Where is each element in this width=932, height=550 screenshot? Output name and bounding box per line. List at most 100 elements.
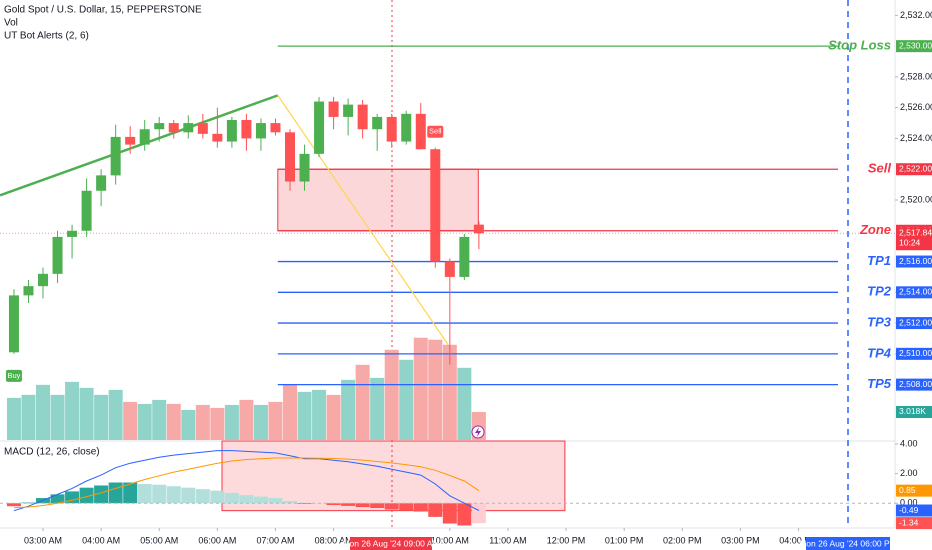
level-label: TP5 bbox=[867, 376, 892, 391]
level-label: Stop Loss bbox=[828, 38, 891, 53]
candle-body bbox=[81, 190, 92, 231]
volume-bar bbox=[195, 404, 210, 440]
macd-histogram-bar bbox=[181, 487, 196, 504]
level-label: TP3 bbox=[867, 315, 892, 330]
candle-body bbox=[212, 133, 223, 142]
candle-body bbox=[386, 116, 397, 142]
volume-bar bbox=[94, 394, 109, 440]
volume-bar bbox=[108, 389, 123, 440]
signal-box bbox=[427, 125, 444, 138]
x-tick-label: 10:00 AM bbox=[431, 535, 469, 545]
y-tick-label: 2,528.00 bbox=[900, 71, 932, 81]
x-tick-label: 02:00 PM bbox=[663, 535, 702, 545]
candle-body bbox=[110, 136, 121, 176]
candle-body bbox=[154, 123, 165, 130]
macd-histogram-bar bbox=[442, 503, 457, 524]
price-tag bbox=[896, 40, 932, 53]
macd-tag-label: -0.49 bbox=[899, 505, 919, 515]
macd-histogram-bar bbox=[297, 503, 312, 504]
candle-body bbox=[343, 104, 354, 117]
candle-body bbox=[401, 113, 412, 142]
macd-histogram-bar bbox=[224, 492, 239, 504]
volume-bar bbox=[239, 399, 254, 440]
macd-histogram-bar bbox=[6, 503, 21, 507]
countdown-label: 10:24 bbox=[899, 237, 921, 247]
volume-bar bbox=[283, 384, 298, 440]
x-tick-label: 06:00 AM bbox=[198, 535, 236, 545]
macd-tag bbox=[896, 504, 932, 517]
macd-histogram-bar bbox=[166, 486, 181, 504]
macd-y-tick-label: 0.00 bbox=[900, 498, 918, 508]
signal-label: Sell bbox=[429, 127, 442, 136]
candle-body bbox=[430, 149, 441, 262]
macd-histogram-bar bbox=[108, 482, 123, 504]
volume-bar bbox=[152, 399, 167, 440]
volume-bar bbox=[413, 337, 428, 440]
candle-body bbox=[314, 101, 325, 154]
price-tag bbox=[896, 378, 932, 391]
candle-body bbox=[96, 175, 107, 191]
y-tick-label: 2,520.00 bbox=[900, 194, 932, 204]
crosshair-label-box bbox=[350, 537, 432, 550]
volume-bar bbox=[21, 394, 36, 440]
x-tick-label: 08:00 AM bbox=[315, 535, 353, 545]
macd-histogram-bar bbox=[457, 503, 472, 526]
volume-bar bbox=[370, 377, 385, 440]
level-label: Sell bbox=[868, 161, 892, 176]
level-label: TP2 bbox=[867, 284, 892, 299]
x-tick-label: 01:00 PM bbox=[605, 535, 644, 545]
volume-bar bbox=[428, 339, 443, 440]
volume-bar bbox=[50, 394, 65, 440]
level-label: TP1 bbox=[867, 253, 891, 268]
macd-histogram-bar bbox=[399, 503, 414, 511]
indicator-name: UT Bot Alerts (2, 6) bbox=[4, 31, 89, 42]
volume-bar bbox=[457, 367, 472, 440]
candle-body bbox=[241, 120, 252, 139]
macd-y-tick-label: 4.00 bbox=[900, 438, 918, 448]
y-tick-label: 2,532.00 bbox=[900, 10, 932, 20]
signal-label: Buy bbox=[7, 371, 20, 380]
volume-tag-label: 3.018K bbox=[899, 406, 926, 416]
x-tick-label: 12:00 PM bbox=[547, 535, 586, 545]
candle-body bbox=[67, 230, 78, 237]
price-tag bbox=[896, 286, 932, 299]
alert-icon-bolt bbox=[475, 427, 481, 437]
volume-bar bbox=[224, 404, 239, 440]
macd-histogram-bar bbox=[471, 503, 486, 524]
volume-bar bbox=[399, 359, 414, 440]
marker-label: Mon 26 Aug '24 06:00 PM bbox=[799, 538, 897, 548]
volume-bar bbox=[253, 404, 268, 440]
price-tag bbox=[896, 163, 932, 176]
price-tag-label: 2,522.00 bbox=[899, 163, 932, 173]
candle-body bbox=[183, 123, 194, 133]
macd-signal-line bbox=[13, 457, 480, 509]
level-label: Zone bbox=[859, 222, 891, 237]
volume-bar bbox=[326, 394, 341, 440]
candle-body bbox=[415, 113, 426, 150]
macd-histogram-bar bbox=[283, 501, 298, 504]
macd-histogram-bar bbox=[65, 491, 80, 504]
macd-histogram-bar bbox=[21, 502, 36, 504]
macd-tag bbox=[896, 484, 932, 497]
price-tag bbox=[896, 347, 932, 360]
volume-bar bbox=[297, 391, 312, 440]
candle-body bbox=[168, 123, 179, 133]
y-tick-label: 2,526.00 bbox=[900, 102, 932, 112]
candle-body bbox=[444, 261, 455, 277]
candle-body bbox=[328, 101, 339, 117]
candle-body bbox=[299, 153, 310, 182]
current-price-tag bbox=[896, 227, 932, 251]
volume-bar bbox=[65, 381, 80, 440]
candle-body bbox=[226, 120, 237, 142]
volume-bar bbox=[384, 349, 399, 440]
macd-histogram-bar bbox=[268, 498, 283, 504]
candle-body bbox=[459, 236, 470, 277]
y-tick-label: 2,524.00 bbox=[900, 133, 932, 143]
candle-body bbox=[473, 224, 484, 234]
macd-histogram-bar bbox=[210, 490, 225, 504]
level-label: TP4 bbox=[867, 345, 892, 360]
x-tick-label: 03:00 AM bbox=[24, 535, 62, 545]
macd-histogram-bar bbox=[355, 503, 370, 508]
price-tag-label: 2,512.00 bbox=[899, 317, 932, 327]
indicator-name: Vol bbox=[4, 18, 18, 29]
